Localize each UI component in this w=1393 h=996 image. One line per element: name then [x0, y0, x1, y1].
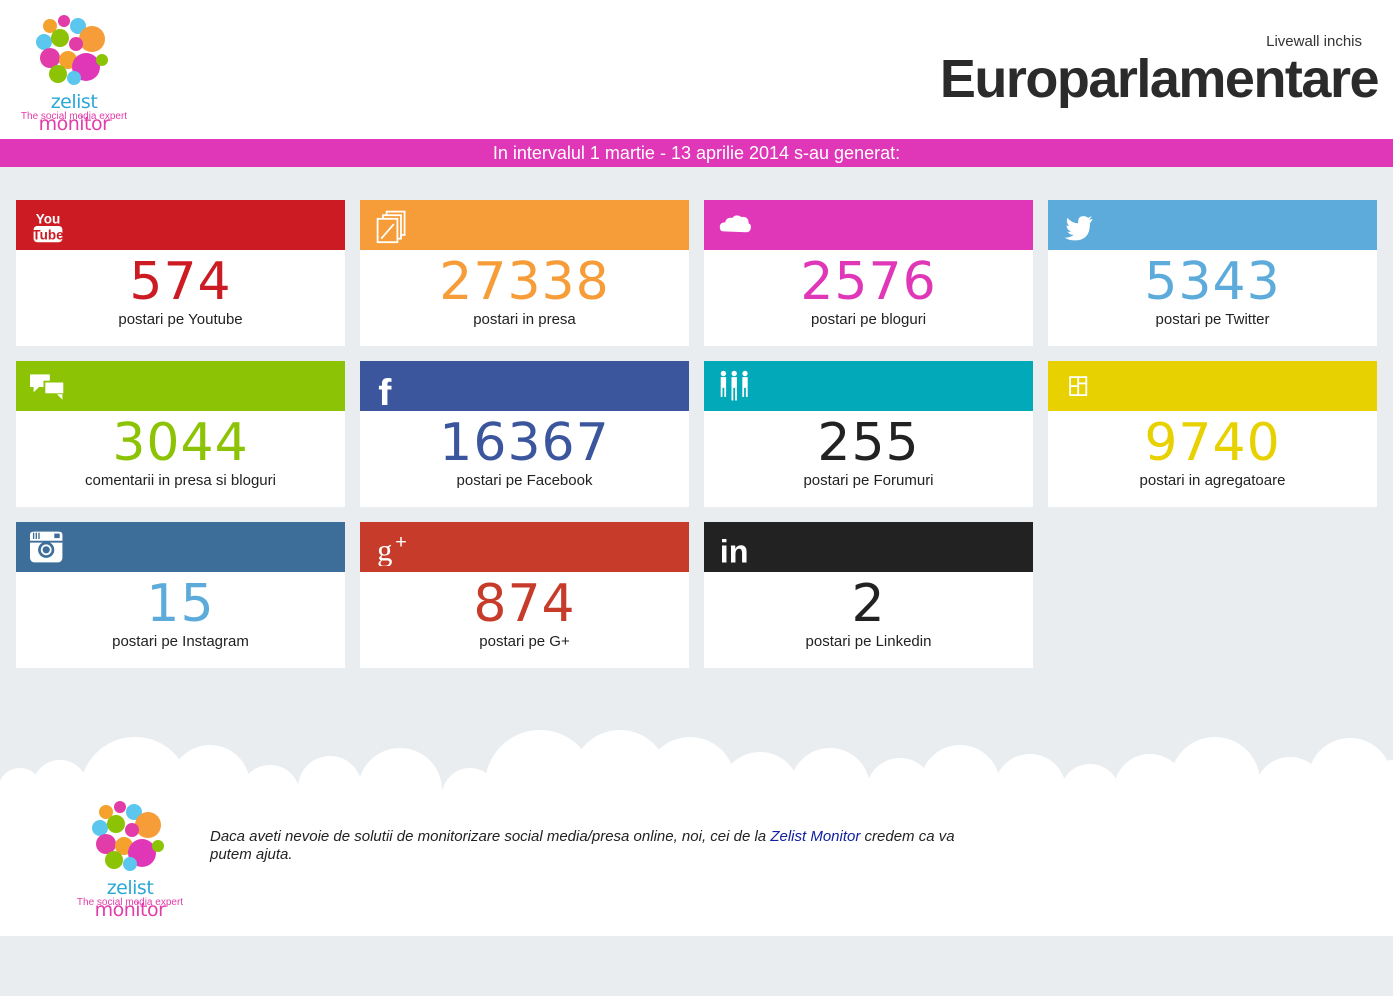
aggregators-label: postari in agregatoare [1139, 472, 1286, 489]
card-aggregators[interactable]: 9740 postari in agregatoare [1048, 361, 1377, 507]
youtube-count: 574 [129, 252, 232, 312]
footer: zelist monitor The social media expert D… [0, 790, 1393, 936]
facebook-count: 16367 [439, 413, 610, 473]
card-header: f [360, 361, 689, 411]
card-google-plus[interactable]: g + 874 postari pe G+ [360, 522, 689, 668]
linkedin-icon: in [720, 533, 749, 566]
card-linkedin[interactable]: in 2 postari pe Linkedin [704, 522, 1033, 668]
bubbles-logo-icon [92, 801, 164, 871]
forum-icon [720, 370, 748, 401]
facebook-icon: f [378, 372, 392, 405]
logo-tagline: The social media expert [76, 897, 184, 908]
card-press[interactable]: 27338 postari in presa [360, 200, 689, 346]
forums-label: postari pe Forumuri [803, 472, 934, 489]
instagram-count: 15 [146, 574, 215, 634]
youtube-icon: You Tube [32, 211, 64, 243]
blogs-label: postari pe bloguri [810, 311, 927, 328]
youtube-label: postari pe Youtube [118, 311, 243, 328]
gplus-label: postari pe G+ [479, 633, 570, 650]
aggregators-count: 9740 [1144, 413, 1281, 473]
card-header: You Tube [16, 200, 345, 250]
blogs-count: 2576 [800, 252, 937, 312]
instagram-label: postari pe Instagram [112, 633, 249, 650]
comments-icon [30, 374, 66, 400]
card-header [704, 200, 1033, 250]
blog-cloud-icon [719, 215, 751, 233]
google-plus-icon: g + [377, 531, 407, 566]
twitter-icon [1064, 216, 1093, 241]
svg-text:f: f [378, 372, 392, 405]
card-comments[interactable]: 3044 comentarii in presa si bloguri [16, 361, 345, 507]
period-banner: In intervalul 1 martie - 13 aprilie 2014… [0, 139, 1393, 167]
comments-label: comentarii in presa si bloguri [85, 472, 276, 489]
card-header: g + [360, 522, 689, 572]
zelist-monitor-link[interactable]: Zelist Monitor [770, 828, 861, 845]
card-header [360, 200, 689, 250]
linkedin-label: postari pe Linkedin [805, 633, 932, 650]
footer-zelist-logo[interactable]: zelist monitor The social media expert [70, 798, 190, 921]
card-header [704, 361, 1033, 411]
svg-text:Tube: Tube [32, 228, 64, 243]
livewall-status: Livewall inchis [1266, 33, 1362, 50]
svg-text:in: in [720, 533, 749, 566]
bubbles-logo-icon [36, 15, 108, 85]
gplus-count: 874 [473, 574, 576, 634]
logo-brand: zelist monitor [38, 91, 110, 135]
card-header [1048, 361, 1377, 411]
forums-count: 255 [817, 413, 920, 473]
aggregator-icon [1069, 376, 1088, 396]
press-label: postari in presa [473, 311, 576, 328]
card-twitter[interactable]: 5343 postari pe Twitter [1048, 200, 1377, 346]
card-forums[interactable]: 255 postari pe Forumuri [704, 361, 1033, 507]
svg-text:+: + [395, 531, 407, 553]
card-header: in [704, 522, 1033, 572]
twitter-count: 5343 [1144, 252, 1281, 312]
logo-brand: zelist monitor [94, 877, 166, 921]
footer-message: Daca aveti nevoie de solutii de monitori… [210, 828, 955, 863]
comments-count: 3044 [112, 413, 249, 473]
card-instagram[interactable]: 15 postari pe Instagram [16, 522, 345, 668]
zelist-logo[interactable]: zelist monitor The social media expert [14, 12, 134, 135]
card-header [16, 522, 345, 572]
svg-text:g: g [377, 534, 392, 566]
card-youtube[interactable]: You Tube 574 postari pe Youtube [16, 200, 345, 346]
card-header [1048, 200, 1377, 250]
header: zelist monitor The social media expert L… [0, 0, 1393, 139]
page-title: Europarlamentare [939, 49, 1380, 109]
logo-tagline: The social media expert [20, 111, 128, 122]
svg-text:You: You [36, 211, 61, 226]
card-facebook[interactable]: f 16367 postari pe Facebook [360, 361, 689, 507]
card-header [16, 361, 345, 411]
card-blogs[interactable]: 2576 postari pe bloguri [704, 200, 1033, 346]
instagram-icon [30, 531, 63, 563]
press-icon [376, 210, 406, 244]
twitter-label: postari pe Twitter [1155, 311, 1270, 328]
linkedin-count: 2 [851, 574, 886, 634]
press-count: 27338 [439, 252, 610, 312]
facebook-label: postari pe Facebook [456, 472, 593, 489]
